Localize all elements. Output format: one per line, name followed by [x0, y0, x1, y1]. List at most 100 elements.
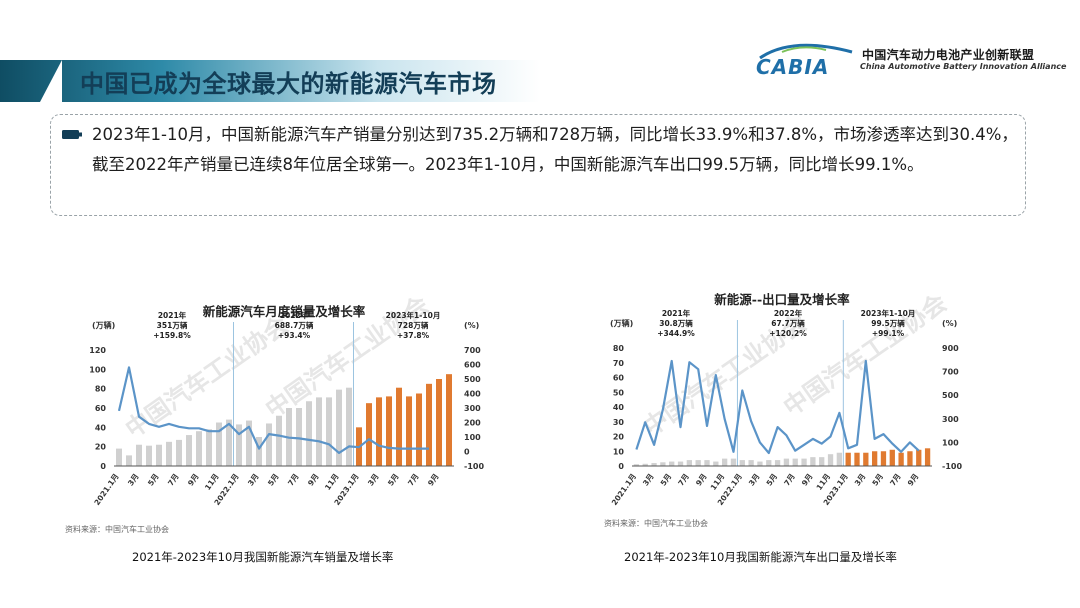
bar [166, 441, 172, 466]
bar [316, 397, 322, 466]
bar [757, 461, 763, 466]
x-tick: 5月 [659, 472, 674, 488]
y-left-tick: 60 [95, 404, 107, 413]
y-right-tick: 500 [942, 391, 959, 400]
bar [126, 455, 132, 466]
x-tick: 3月 [366, 472, 381, 488]
logo-en-text: China Automotive Battery Innovation Alli… [860, 62, 1067, 71]
summary-text: 2023年1-10月，中国新能源汽车产销量分别达到735.2万辆和728万辆，同… [92, 125, 1018, 174]
bar [748, 460, 754, 466]
bar [296, 408, 302, 466]
y-left-tick: 100 [89, 365, 106, 374]
y-left-tick: 40 [613, 403, 625, 412]
bar [346, 387, 352, 466]
x-tick: 7月 [166, 472, 181, 488]
bar [907, 451, 913, 466]
bar [836, 452, 842, 466]
x-tick: 9月 [186, 472, 201, 488]
y-right-tick: 400 [464, 390, 481, 399]
y-left-tick: 70 [613, 359, 625, 368]
annotation-growth: +93.4% [278, 331, 311, 340]
bar [446, 374, 452, 466]
bar [766, 460, 772, 466]
chart-title: 新能源--出口量及增长率 [714, 292, 850, 307]
bar [677, 461, 684, 466]
chart-title: 新能源汽车月度销量及增长率 [203, 304, 366, 319]
annotation-growth: +120.2% [769, 329, 807, 338]
export-chart-caption: 2021年-2023年10月我国新能源汽车出口量及增长率 [624, 550, 897, 564]
bar [266, 423, 272, 466]
annotation-growth: +37.8% [397, 331, 430, 340]
export-chart-source: 资料来源：中国汽车工业协会 [604, 519, 708, 528]
y-right-tick: -100 [942, 462, 962, 471]
bar [156, 444, 162, 466]
x-tick: 3月 [641, 472, 656, 488]
y-right-tick: 700 [464, 346, 481, 355]
bar [686, 460, 692, 466]
x-tick: 7月 [406, 472, 421, 488]
bar [651, 463, 657, 466]
y-left-tick: 40 [95, 423, 107, 432]
x-tick: 3月 [246, 472, 261, 488]
title-band [0, 60, 540, 102]
bar [642, 463, 648, 466]
bar [801, 458, 807, 466]
bar [256, 437, 262, 466]
y-right-tick: 300 [464, 404, 481, 413]
bar [889, 449, 895, 466]
x-tick: 9月 [306, 472, 321, 488]
bar [196, 431, 202, 466]
x-tick: 7月 [286, 472, 301, 488]
x-tick: 3月 [126, 472, 141, 488]
annotation-value: 351万辆 [157, 320, 188, 330]
y-right-unit: (%) [464, 321, 479, 330]
x-tick: 11月 [323, 472, 341, 492]
bar [880, 451, 887, 466]
annotation-year: 2022年 [774, 308, 803, 318]
title-notch [40, 60, 62, 102]
y-left-tick: 0 [100, 462, 106, 471]
bar [136, 444, 142, 466]
bar [116, 448, 122, 466]
x-tick: 5月 [386, 472, 401, 488]
x-tick: 5月 [765, 472, 780, 488]
y-left-unit: (万辆) [92, 320, 115, 330]
x-tick: 5月 [266, 472, 281, 488]
bar [898, 452, 904, 466]
bar [366, 403, 372, 466]
annotation-year: 2021年 [662, 308, 691, 318]
bar [436, 379, 442, 466]
y-right-tick: -100 [464, 462, 484, 471]
bar [774, 460, 781, 466]
bar [176, 439, 182, 466]
y-left-unit: (万辆) [610, 318, 633, 328]
growth-line [117, 366, 429, 454]
bar [276, 415, 282, 466]
bar [827, 454, 834, 466]
y-left-tick: 80 [613, 344, 625, 353]
y-left-tick: 50 [613, 388, 625, 397]
x-tick: 2021.1月 [92, 472, 120, 507]
y-left-tick: 20 [613, 433, 625, 442]
y-left-tick: 60 [613, 374, 625, 383]
bar [336, 389, 342, 466]
annotation-value: 99.5万辆 [871, 318, 905, 328]
bar [916, 449, 922, 466]
bar [326, 397, 332, 466]
annotation-growth: +159.8% [153, 331, 191, 340]
x-tick: 3月 [747, 472, 762, 488]
x-tick: 9月 [800, 472, 815, 488]
x-tick: 9月 [906, 472, 921, 488]
annotation-value: 728万辆 [398, 320, 429, 330]
sales-chart-source: 资料来源：中国汽车工业协会 [65, 525, 169, 534]
bar [854, 452, 860, 466]
x-tick: 11月 [203, 472, 221, 492]
x-tick: 5月 [146, 472, 161, 488]
bar [396, 387, 402, 466]
x-tick: 9月 [694, 472, 709, 488]
x-tick: 2021.1月 [610, 472, 638, 507]
logo-cn-text: 中国汽车动力电池产业创新联盟 [862, 48, 1035, 62]
bar [730, 458, 737, 466]
